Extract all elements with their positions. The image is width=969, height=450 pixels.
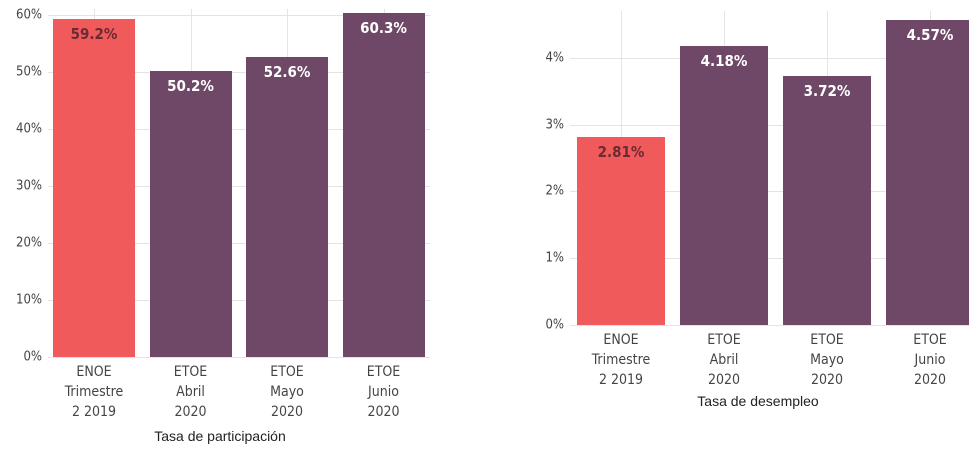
grid-line [48,242,430,244]
bar [783,76,871,325]
y-tick-label: 0% [545,317,564,333]
grid-line [48,71,430,73]
x-tick-label: ENOE Trimestre 2 2019 [591,332,651,388]
bar [246,56,328,357]
x-tick-label: ETOE Mayo 2020 [810,332,844,388]
value-label: 50.2% [167,76,214,95]
value-label: 59.2% [70,25,118,44]
x-axis-title: Tasa de desempleo [697,393,819,409]
value-label: 4.57% [906,25,954,44]
y-tick-label: 4% [545,50,564,66]
grid-line [48,299,430,301]
y-tick-label: 60% [16,7,42,23]
grid-line [570,258,969,260]
bar [886,19,969,325]
grid-line [48,128,430,130]
x-tick-label: ETOE Junio 2020 [366,364,401,420]
bar [577,137,665,325]
y-tick-label: 0% [23,349,42,365]
value-label: 2.81% [597,143,645,162]
bar [342,12,425,357]
bar [149,70,232,357]
y-tick-label: 30% [16,178,42,194]
x-tick-label: ENOE Trimestre 2 2019 [64,364,124,420]
value-label: 3.72% [803,82,851,101]
value-label: 52.6% [263,62,311,81]
y-tick-label: 40% [16,121,42,137]
y-tick-label: 2% [545,183,564,199]
grid-line [570,191,969,193]
value-label: 60.3% [360,18,407,37]
y-tick-label: 10% [16,292,42,308]
grid-line [48,14,430,16]
x-tick-label: ETOE Abril 2020 [173,364,208,420]
bar [53,19,135,357]
y-tick-label: 20% [16,235,42,251]
grid-line [570,124,969,126]
y-tick-label: 3% [545,117,564,133]
x-tick-label: ETOE Mayo 2020 [270,364,304,420]
x-tick-label: ETOE Junio 2020 [913,332,947,388]
x-tick-label: ETOE Abril 2020 [707,332,741,388]
grid-line [570,57,969,59]
value-label: 4.18% [700,51,748,70]
bar [680,45,768,325]
grid-line [570,325,969,326]
grid-line [48,185,430,187]
x-axis-title: Tasa de participación [154,428,286,444]
y-tick-label: 50% [16,64,42,80]
y-tick-label: 1% [545,250,564,266]
grid-line [48,357,430,358]
